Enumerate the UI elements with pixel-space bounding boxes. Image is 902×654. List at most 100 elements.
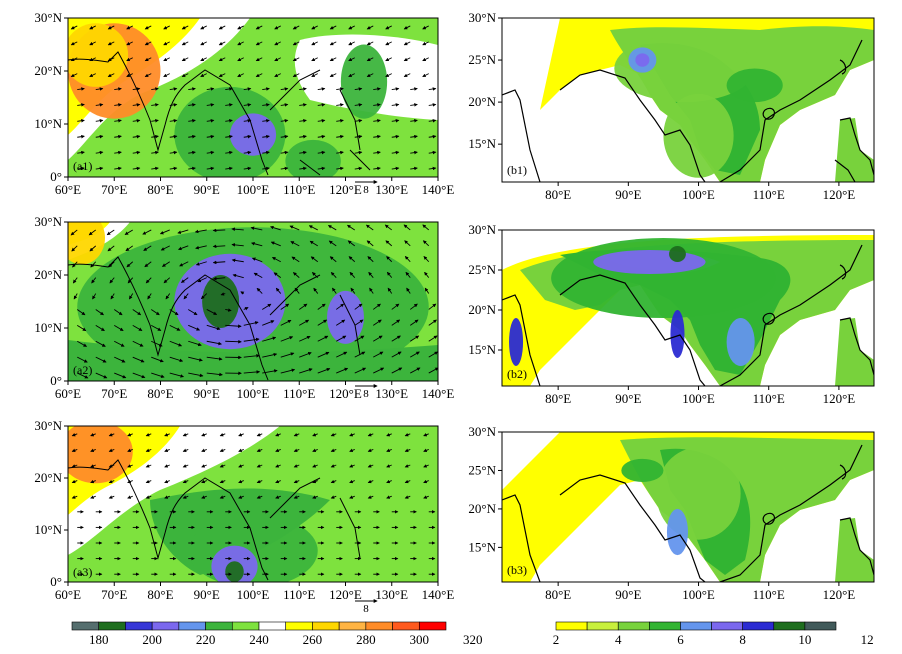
- a2-wind-arrow: [329, 256, 337, 263]
- a2-x-tick-label: 130°E: [375, 386, 408, 401]
- a3-reference-vector: 8: [355, 599, 378, 615]
- a2-wind-arrow: [124, 229, 133, 235]
- a1-wind-arrow: [151, 103, 159, 107]
- a2-wind-arrow: [183, 293, 189, 300]
- a3-wind-arrow: [108, 495, 115, 499]
- a2-wind-arrow: [273, 272, 282, 279]
- a2-wind-arrow: [410, 367, 421, 374]
- a2-x-tick-label: 60°E: [55, 386, 81, 401]
- a1-wind-arrow: [255, 73, 263, 78]
- b2-axes: 80°E 90°E 100°E 110°E 120°E 15°N 20°N 25°N 30°N: [468, 222, 855, 406]
- a1-wind-arrow: [206, 87, 215, 91]
- b2-philippines: [835, 318, 874, 386]
- a2-wind-arrow: [125, 245, 134, 252]
- colorbar-left: 180 200 220 240 260 280 300 320: [71, 621, 482, 647]
- a1-wind-arrow: [218, 25, 226, 30]
- a2-wind-arrow: [77, 372, 89, 379]
- a2-wind-arrow: [391, 367, 403, 374]
- a1-wind-arrow: [188, 118, 196, 123]
- a1-wind-arrow: [200, 25, 207, 30]
- b1-y-tick-label: 25°N: [468, 52, 496, 67]
- a2-wind-arrow: [428, 367, 438, 374]
- a1-wind-arrow: [225, 103, 233, 107]
- a2-wind-arrow: [88, 229, 97, 236]
- a1-wind-arrow: [428, 118, 437, 123]
- a2-wind-arrow: [212, 244, 226, 249]
- colorbar-right-tick-label: 12: [861, 632, 874, 647]
- a3-wind-arrow: [404, 433, 411, 437]
- a2-y-tick-label: 10°N: [34, 320, 62, 335]
- a2-wind-arrow: [232, 273, 244, 279]
- a3-wind-arrow: [275, 464, 281, 468]
- a3-wind-arrow: [275, 495, 281, 499]
- a1-wind-arrow: [422, 57, 429, 62]
- panel-b3: 80°E 90°E 100°E 110°E 120°E15°N20°N25°N30°N …: [468, 424, 875, 602]
- a3-wind-arrow: [201, 433, 207, 437]
- b2-regions: [509, 238, 776, 366]
- a3-x-tick-label: 120°E: [329, 587, 362, 602]
- a3-x-tick-label: 80°E: [147, 587, 173, 602]
- a3-wind-arrow: [367, 464, 374, 468]
- a3-wind-arrow: [367, 448, 374, 452]
- a1-wind-arrow: [373, 103, 381, 107]
- a1-wind-arrow: [299, 134, 307, 139]
- a2-x-tick-label: 90°E: [194, 386, 220, 401]
- a2-wind-arrow: [256, 287, 263, 294]
- a3-wind-arrow: [349, 433, 355, 437]
- colorbar-left-tick-label: 220: [196, 632, 216, 647]
- a1-region: [68, 23, 129, 87]
- a1-wind-arrow: [391, 166, 400, 171]
- a1-wind-arrow: [385, 41, 392, 46]
- a2-reference-label: 8: [363, 388, 369, 400]
- a2-wind-arrow: [354, 335, 365, 342]
- a2-wind-arrow: [280, 336, 294, 342]
- a2-wind-arrow: [406, 287, 411, 294]
- a3-wind-arrow: [330, 433, 337, 437]
- b2-x-tick-label: 100°E: [682, 391, 715, 406]
- colorbar-right-swatch: [586, 621, 619, 631]
- b2-region: [670, 310, 685, 358]
- a1-wind-arrow: [410, 166, 418, 171]
- a1-wind-arrow: [410, 150, 418, 155]
- colorbar-right-swatch: [617, 621, 650, 631]
- a2-wind-arrow: [225, 308, 232, 312]
- a2-wind-arrow: [424, 271, 430, 278]
- a1-wind-arrow: [169, 118, 178, 123]
- b2-region: [669, 246, 686, 262]
- a1-wind-arrow: [348, 25, 355, 30]
- a2-wind-arrow: [354, 319, 364, 326]
- a1-wind-arrow: [225, 166, 233, 171]
- a2-wind-arrow: [70, 229, 78, 236]
- a2-wind-arrow: [317, 351, 330, 358]
- a2-wind-arrow: [262, 352, 278, 358]
- a2-wind-arrow: [195, 261, 207, 266]
- a3-wind-arrow: [423, 433, 429, 437]
- a3-wind-arrow: [312, 433, 318, 437]
- a1-wind-arrow: [403, 73, 411, 78]
- a1-region: [229, 113, 277, 156]
- a3-wind-arrow: [293, 479, 300, 484]
- a2-wind-arrow: [349, 271, 356, 278]
- b2-x-tick-label: 80°E: [545, 391, 571, 406]
- a1-wind-arrow: [114, 87, 122, 91]
- colorbar-left-swatch: [418, 621, 447, 631]
- a1-wind-arrow: [403, 25, 411, 30]
- a1-wind-arrow: [132, 103, 141, 107]
- a1-wind-arrow: [317, 118, 326, 123]
- a3-wind-arrow: [386, 433, 392, 437]
- b3-x-tick-label: 90°E: [615, 587, 641, 602]
- a1-wind-arrow: [422, 73, 429, 78]
- a1-wind-arrow: [243, 118, 252, 123]
- a1-region: [285, 139, 341, 177]
- a2-wind-arrow: [422, 240, 430, 247]
- a3-wind-arrow: [349, 495, 355, 499]
- b1-west-land: [502, 90, 540, 182]
- a2-wind-arrow: [299, 335, 311, 342]
- a2-wind-arrow: [280, 352, 295, 358]
- a2-wind-arrow: [385, 240, 393, 247]
- a1-wind-arrow: [95, 103, 104, 107]
- a2-wind-arrow: [243, 337, 260, 342]
- a3-y-tick-label: 30°N: [34, 418, 62, 433]
- a1-wind-arrow: [292, 57, 300, 62]
- a1-y-tick-label: 10°N: [34, 116, 62, 131]
